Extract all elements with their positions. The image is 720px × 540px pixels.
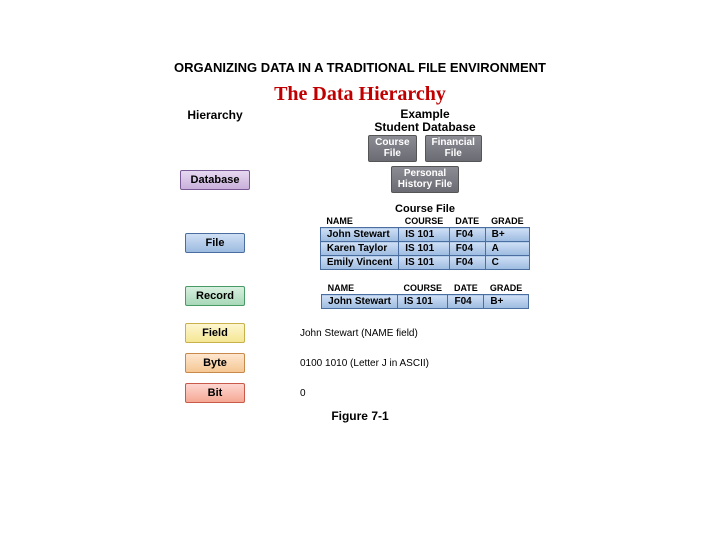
section-title: ORGANIZING DATA IN A TRADITIONAL FILE EN… <box>0 0 720 75</box>
table-cell: IS 101 <box>399 256 450 270</box>
course-file-label: Course File <box>395 203 455 215</box>
th-name: NAME <box>320 215 398 228</box>
filebox-personal: Personal History File <box>391 166 459 193</box>
table-cell: B+ <box>485 228 530 242</box>
table-cell: F04 <box>449 228 485 242</box>
table-cell: F04 <box>449 242 485 256</box>
th-date: DATE <box>448 282 484 295</box>
bit-text: 0 <box>300 388 306 399</box>
th-name: NAME <box>322 282 398 295</box>
hierarchy-database: Database <box>180 170 251 190</box>
table-cell: IS 101 <box>397 295 448 309</box>
hierarchy-bit: Bit <box>185 383 245 403</box>
hierarchy-file: File <box>185 233 245 253</box>
col-header-hierarchy: Hierarchy <box>150 108 280 133</box>
table-cell: IS 101 <box>399 228 450 242</box>
col-header-example-line2: Student Database <box>374 120 475 134</box>
field-text: John Stewart (NAME field) <box>300 328 418 339</box>
figure-label: Figure 7-1 <box>150 409 570 423</box>
table-cell: John Stewart <box>322 295 398 309</box>
filebox-financial: Financial File <box>425 135 482 162</box>
th-course: COURSE <box>397 282 448 295</box>
hierarchy-byte: Byte <box>185 353 245 373</box>
table-cell: Karen Taylor <box>320 242 398 256</box>
th-course: COURSE <box>399 215 450 228</box>
table-cell: IS 101 <box>399 242 450 256</box>
table-cell: F04 <box>448 295 484 309</box>
table-cell: B+ <box>484 295 529 309</box>
table-cell: F04 <box>449 256 485 270</box>
byte-text: 0100 1010 (Letter J in ASCII) <box>300 358 429 369</box>
th-grade: GRADE <box>484 282 529 295</box>
table-cell: John Stewart <box>320 228 398 242</box>
table-cell: Emily Vincent <box>320 256 398 270</box>
th-grade: GRADE <box>485 215 530 228</box>
filebox-course: Course File <box>368 135 416 162</box>
th-date: DATE <box>449 215 485 228</box>
file-table: NAME COURSE DATE GRADE John Stewart IS 1… <box>320 215 530 270</box>
hierarchy-record: Record <box>185 286 245 306</box>
hierarchy-field: Field <box>185 323 245 343</box>
subtitle: The Data Hierarchy <box>0 83 720 106</box>
col-header-example: Example Student Database <box>280 108 570 133</box>
table-cell: C <box>485 256 530 270</box>
table-cell: A <box>485 242 530 256</box>
figure-container: Hierarchy Example Student Database Cours… <box>150 108 570 423</box>
record-table: NAME COURSE DATE GRADE John Stewart IS 1… <box>321 282 529 309</box>
